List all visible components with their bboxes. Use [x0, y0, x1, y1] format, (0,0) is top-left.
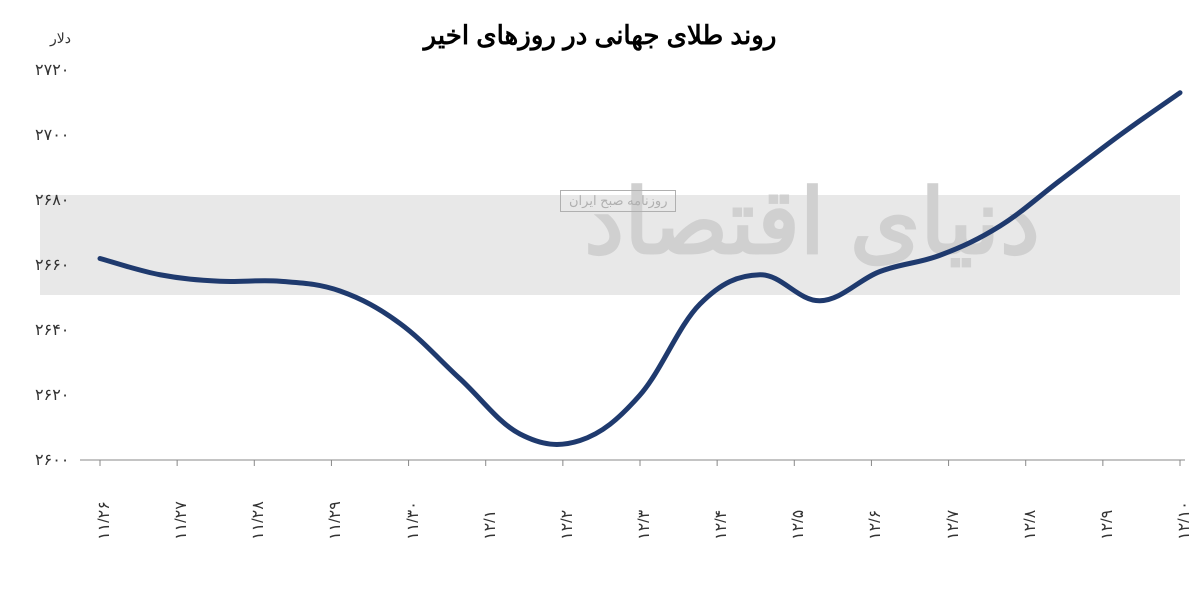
chart-container: دنیای اقتصاد روزنامه صبح ایران روند طلای…: [0, 0, 1200, 606]
price-line: [100, 93, 1180, 445]
chart-svg: [0, 0, 1200, 606]
